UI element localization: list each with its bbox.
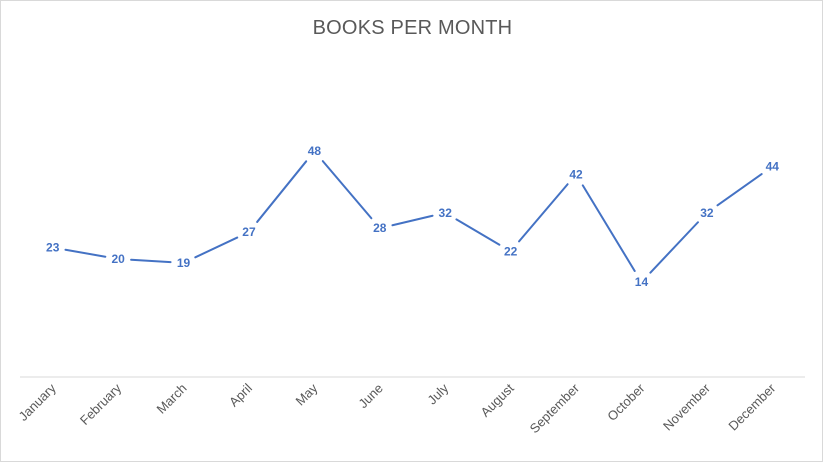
- series-line-segment: [64, 248, 107, 258]
- data-label: 19: [177, 256, 191, 270]
- series-line-segment: [194, 236, 239, 259]
- series-line-segment: [130, 258, 172, 264]
- data-label-layer: 23 20 19 27 48 28 32 22 42 14 32 44: [46, 144, 779, 289]
- series-line-segment: [581, 184, 636, 272]
- series-line-segment: [455, 218, 501, 246]
- data-label: 42: [569, 167, 583, 181]
- x-tick-label: August: [478, 380, 517, 419]
- x-tick-label: December: [725, 380, 778, 433]
- data-label: 20: [111, 252, 125, 266]
- series-layer: [64, 160, 763, 274]
- x-tick-label: June: [355, 381, 386, 412]
- series-line-segment: [391, 214, 434, 227]
- data-label: 32: [439, 206, 453, 220]
- data-label: 27: [242, 225, 256, 239]
- x-tick-label: November: [660, 380, 713, 433]
- data-label: 23: [46, 240, 60, 254]
- x-tick-label: July: [424, 380, 451, 407]
- x-tick-label: September: [527, 380, 583, 436]
- series-line-segment: [716, 173, 763, 207]
- data-label: 48: [308, 144, 322, 158]
- data-label: 28: [373, 221, 387, 235]
- series-line-segment: [321, 160, 373, 220]
- series-line-segment: [518, 183, 569, 243]
- x-tick-label: January: [16, 380, 60, 424]
- data-label: 32: [700, 206, 714, 220]
- x-tick-label: October: [604, 380, 648, 424]
- data-label: 14: [635, 275, 649, 289]
- data-label: 22: [504, 244, 518, 258]
- data-label: 44: [766, 160, 780, 174]
- x-tick-layer: January February March April May June July Augu…: [16, 380, 779, 436]
- series-line-segment: [256, 160, 308, 223]
- x-tick-label: March: [154, 381, 190, 417]
- chart-title: BOOKS PER MONTH: [312, 17, 513, 39]
- x-tick-label: February: [77, 380, 125, 428]
- series-line-segment: [649, 221, 699, 274]
- x-tick-label: May: [293, 380, 321, 408]
- x-tick-label: April: [226, 380, 255, 409]
